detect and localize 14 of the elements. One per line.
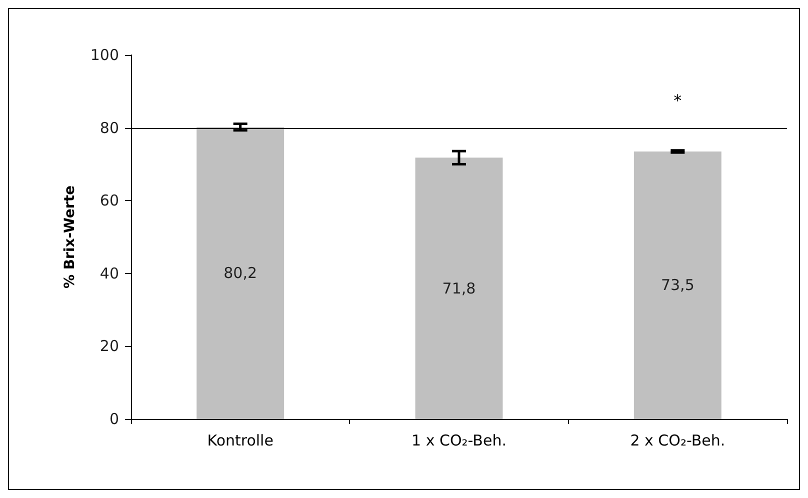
data-label: 71,8 xyxy=(442,279,476,298)
y-tick-label: 60 xyxy=(100,192,119,210)
data-label: 73,5 xyxy=(660,276,694,294)
x-tick-label: 1 x CO₂-Beh. xyxy=(412,432,506,450)
y-tick-label: 80 xyxy=(100,118,119,137)
y-tick-label: 100 xyxy=(90,46,119,64)
y-tick-label: 0 xyxy=(109,410,119,428)
y-tick-label: 20 xyxy=(100,337,119,356)
y-tick-label: 40 xyxy=(100,264,119,282)
x-tick-label: Kontrolle xyxy=(207,432,274,450)
annotation: * xyxy=(674,90,682,110)
x-tick-label: 2 x CO₂-Beh. xyxy=(630,432,726,450)
data-label: 80,2 xyxy=(224,264,258,282)
y-axis-title: % Brix-Werte xyxy=(62,185,78,289)
